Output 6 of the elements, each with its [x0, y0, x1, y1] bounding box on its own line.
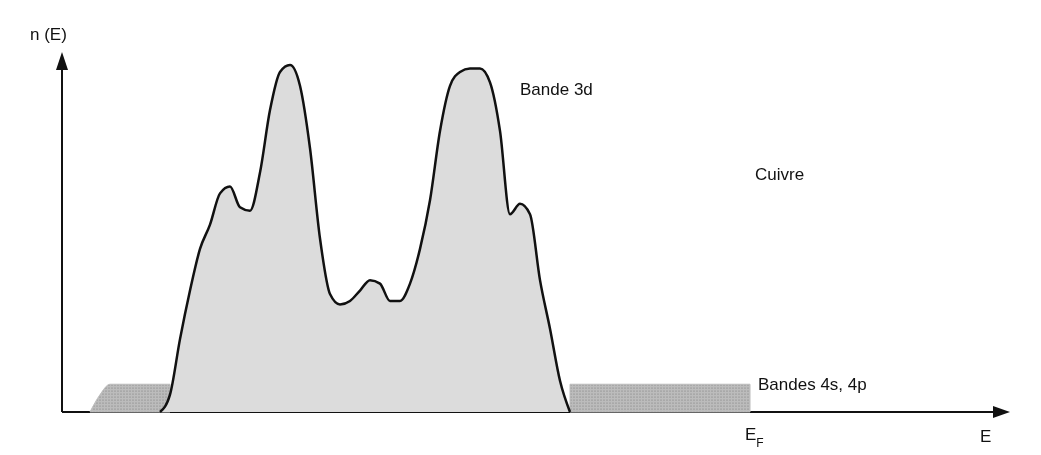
- y-axis-title: n (E): [30, 25, 67, 44]
- annotation: Cuivre: [755, 165, 805, 184]
- text: E$_{F}$: [745, 425, 764, 450]
- series-label: Bandes 4s, 4p: [758, 375, 867, 395]
- series-label: Bande 3d: [520, 80, 593, 99]
- x-axis-title: E: [980, 427, 992, 446]
